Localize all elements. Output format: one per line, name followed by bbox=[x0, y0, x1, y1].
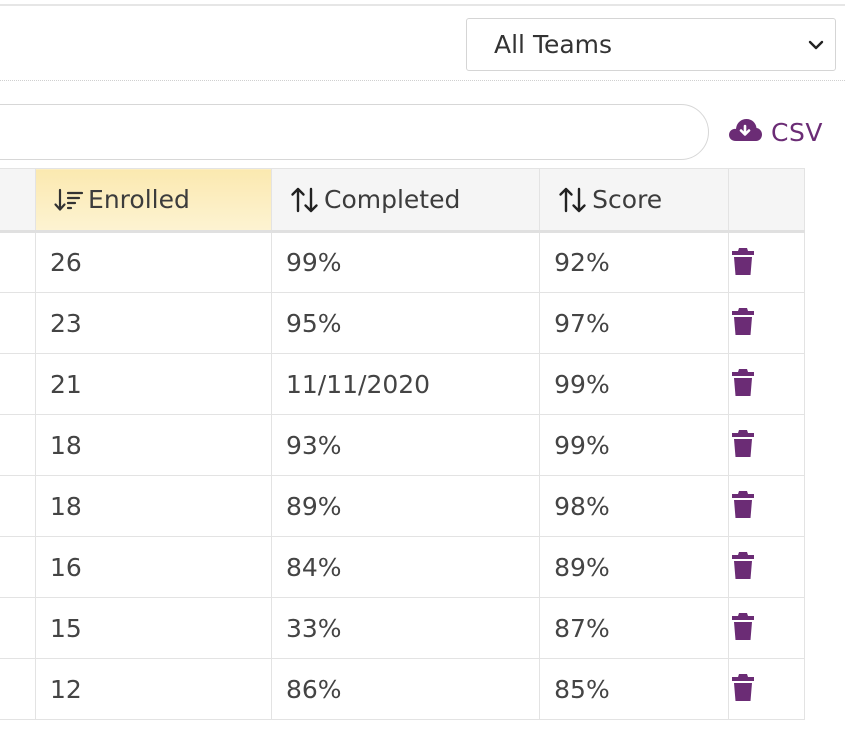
trash-icon[interactable] bbox=[729, 244, 756, 278]
table-row[interactable]: 21 11/11/2020 99% bbox=[0, 353, 806, 415]
sort-arrows-icon bbox=[556, 185, 590, 215]
enrolled-cell: 16 bbox=[35, 536, 272, 598]
trash-icon[interactable] bbox=[729, 304, 756, 338]
table-row[interactable]: 18 93% 99% bbox=[0, 414, 806, 476]
action-cell bbox=[727, 231, 806, 293]
trash-icon[interactable] bbox=[729, 426, 756, 460]
enrolled-cell: 21 bbox=[35, 353, 272, 415]
completed-cell: 33% bbox=[270, 597, 541, 659]
name-cell bbox=[0, 536, 37, 598]
table-header-row: Enrolled Completed bbox=[0, 168, 806, 233]
action-cell bbox=[727, 414, 806, 476]
enrolled-cell: 15 bbox=[35, 597, 272, 659]
table-row[interactable]: 23 95% 97% bbox=[0, 292, 806, 354]
name-cell bbox=[0, 353, 37, 415]
table-row[interactable]: 12 86% 85% bbox=[0, 658, 806, 720]
trash-icon[interactable] bbox=[729, 670, 756, 704]
table-body: 26 99% 92% 23 95% 97% 21 11/11/2020 99% bbox=[0, 231, 806, 720]
completed-cell: 84% bbox=[270, 536, 541, 598]
top-divider bbox=[0, 4, 845, 6]
column-header-label: Enrolled bbox=[88, 185, 190, 214]
enrolled-cell: 26 bbox=[35, 231, 272, 293]
sort-arrows-icon bbox=[288, 185, 322, 215]
name-cell bbox=[0, 292, 37, 354]
column-header-completed[interactable]: Completed bbox=[270, 168, 541, 233]
action-cell bbox=[727, 658, 806, 720]
trash-icon[interactable] bbox=[729, 365, 756, 399]
score-cell: 98% bbox=[539, 475, 729, 537]
completed-cell: 93% bbox=[270, 414, 541, 476]
cloud-download-icon bbox=[727, 117, 763, 147]
completed-cell: 89% bbox=[270, 475, 541, 537]
courses-table: Enrolled Completed bbox=[0, 168, 806, 720]
table-row[interactable]: 15 33% 87% bbox=[0, 597, 806, 659]
name-cell bbox=[0, 475, 37, 537]
trash-icon[interactable] bbox=[729, 548, 756, 582]
chevron-down-icon bbox=[807, 36, 825, 54]
column-header-label: Completed bbox=[323, 185, 461, 214]
table-row[interactable]: 18 89% 98% bbox=[0, 475, 806, 537]
score-cell: 92% bbox=[539, 231, 729, 293]
csv-label: CSV bbox=[771, 117, 823, 147]
name-cell bbox=[0, 231, 37, 293]
section-divider bbox=[0, 80, 845, 81]
csv-export-button[interactable]: CSV bbox=[727, 112, 823, 152]
team-filter-value: All Teams bbox=[494, 30, 613, 59]
name-cell bbox=[0, 414, 37, 476]
score-cell: 97% bbox=[539, 292, 729, 354]
completed-cell: 11/11/2020 bbox=[270, 353, 541, 415]
enrolled-cell: 23 bbox=[35, 292, 272, 354]
search-input[interactable] bbox=[0, 104, 709, 160]
team-filter-select[interactable]: All Teams bbox=[466, 18, 836, 71]
enrolled-cell: 18 bbox=[35, 414, 272, 476]
score-cell: 99% bbox=[539, 353, 729, 415]
action-cell bbox=[727, 292, 806, 354]
action-cell bbox=[727, 597, 806, 659]
name-cell bbox=[0, 658, 37, 720]
trash-icon[interactable] bbox=[729, 609, 756, 643]
table-row[interactable]: 26 99% 92% bbox=[0, 231, 806, 293]
column-header-actions bbox=[727, 168, 806, 233]
enrolled-cell: 18 bbox=[35, 475, 272, 537]
column-header-enrolled[interactable]: Enrolled bbox=[35, 168, 272, 233]
score-cell: 89% bbox=[539, 536, 729, 598]
score-cell: 85% bbox=[539, 658, 729, 720]
name-cell bbox=[0, 597, 37, 659]
column-header-label: Score bbox=[592, 185, 663, 214]
completed-cell: 99% bbox=[270, 231, 541, 293]
column-header-score[interactable]: Score bbox=[539, 168, 729, 233]
score-cell: 87% bbox=[539, 597, 729, 659]
table-row[interactable]: 16 84% 89% bbox=[0, 536, 806, 598]
enrolled-cell: 12 bbox=[35, 658, 272, 720]
action-cell bbox=[727, 536, 806, 598]
action-cell bbox=[727, 353, 806, 415]
column-header-name[interactable] bbox=[0, 168, 37, 233]
trash-icon[interactable] bbox=[729, 487, 756, 521]
score-cell: 99% bbox=[539, 414, 729, 476]
action-cell bbox=[727, 475, 806, 537]
completed-cell: 95% bbox=[270, 292, 541, 354]
completed-cell: 86% bbox=[270, 658, 541, 720]
sort-amount-down-icon bbox=[52, 185, 86, 215]
